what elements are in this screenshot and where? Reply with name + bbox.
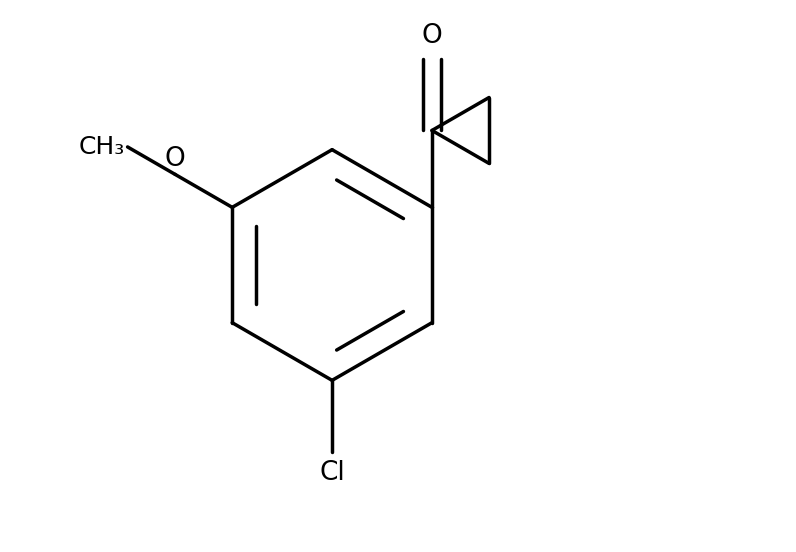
Text: CH₃: CH₃ bbox=[79, 135, 125, 159]
Text: Cl: Cl bbox=[319, 460, 345, 486]
Text: O: O bbox=[165, 146, 185, 172]
Text: O: O bbox=[422, 23, 443, 49]
